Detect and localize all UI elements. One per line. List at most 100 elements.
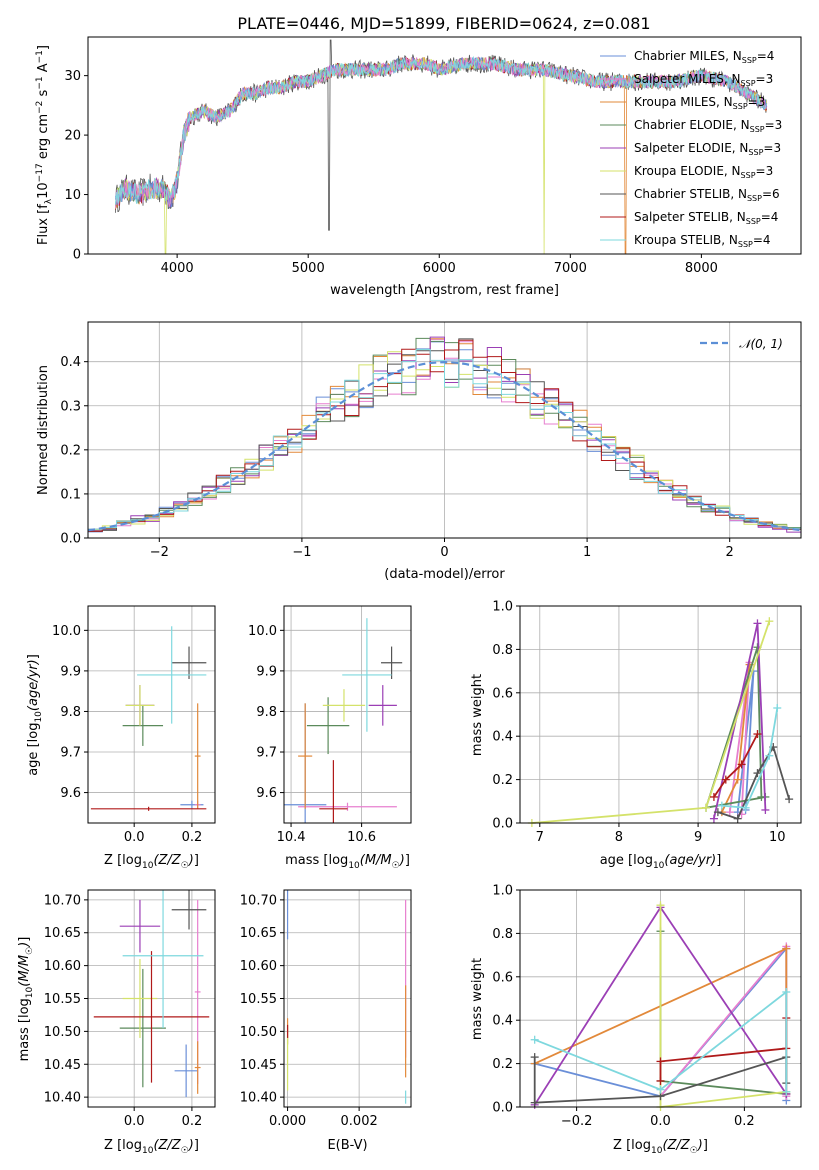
label-part: ) [17, 942, 32, 948]
legend-name: Kroupa ELODIE, N [634, 164, 741, 178]
legend-val: =4 [753, 233, 771, 247]
x-tick-label: 8000 [685, 261, 718, 276]
plot-frame-mass_vs_ebv [283, 889, 412, 1108]
legend-label: Chabrier MILES, NSSP=4 [634, 49, 774, 65]
y-tick-label: 10.40 [44, 1091, 81, 1106]
weight-line [659, 931, 787, 1095]
label-sub: 10 [142, 1146, 154, 1156]
y-tick-label: 1.0 [492, 884, 513, 899]
x-tick-label: 10.6 [347, 830, 376, 845]
axes-mass_vs_Z: 0.0 0.2 10.40 10.45 10.50 10.55 10.60 10.65 10.7… [17, 889, 216, 1156]
legend-sub: SSP [750, 125, 765, 134]
y-tick-label: 10.60 [240, 959, 277, 974]
label-part: ) [697, 1138, 703, 1153]
weight-line [659, 943, 788, 1097]
label-part: Z [log [104, 853, 142, 868]
legend-val: =3 [763, 141, 781, 155]
legend-label: Kroupa STELIB, NSSP=4 [634, 233, 771, 249]
x-tick-label: 8 [615, 830, 623, 845]
y-tick-label: 10.0 [52, 624, 81, 639]
legend-label: Kroupa MILES, NSSP=3 [634, 95, 765, 111]
label-sub: 10 [142, 861, 154, 871]
y-tick-label: 10.40 [240, 1091, 277, 1106]
y-tick-label: 9.6 [60, 786, 81, 801]
y-tick-label: 9.7 [256, 746, 277, 761]
y-tick-label: 0.0 [492, 817, 513, 832]
y-tick-label: 10.0 [248, 624, 277, 639]
y-tick-label: 9.8 [256, 705, 277, 720]
label-sub: 10 [348, 861, 360, 871]
legend-name: Salpeter ELODIE, N [634, 141, 748, 155]
x-tick-label: 0 [440, 545, 448, 560]
label-part: (M/M [360, 853, 392, 868]
label-part: ) [188, 1138, 194, 1153]
plot-frame-weight_vs_age [519, 605, 802, 824]
label-part: ] [716, 853, 721, 868]
label-part: ) [399, 853, 405, 868]
legend-name: Chabrier STELIB, N [634, 187, 747, 201]
y-tick-label: 0.6 [492, 686, 513, 701]
y-tick-label: 0.2 [492, 773, 513, 788]
label-part: ] [36, 45, 51, 50]
legend-sub: SSP [741, 171, 756, 180]
y-tick-label: 0.0 [60, 532, 81, 547]
weight-line [721, 707, 779, 809]
x-tick-label: −2 [150, 545, 169, 560]
legend-sub: SSP [746, 217, 761, 226]
weight-line [659, 1018, 788, 1081]
label-sub: 10 [25, 986, 35, 998]
x-tick-label: 0.2 [734, 1114, 755, 1129]
spectrum-line [115, 55, 768, 205]
label-part: ] [703, 1138, 708, 1153]
legend-label: Salpeter ELODIE, NSSP=3 [634, 141, 781, 157]
y-tick-label: 10.50 [240, 1025, 277, 1040]
x-axis-label: Z [log10(Z/Z☉)] [104, 1138, 199, 1156]
x-tick-label: 4000 [161, 261, 194, 276]
x-tick-label: 7 [536, 830, 544, 845]
y-tick-label: 0.4 [492, 730, 513, 745]
x-axis-label: (data-model)/error [384, 567, 505, 582]
plot-frame-mass_vs_Z [87, 889, 216, 1108]
legend-val: =3 [748, 95, 766, 109]
label-part: ] [194, 853, 199, 868]
label-part: mass [log [17, 998, 32, 1061]
points-mass_vs_Z [93, 890, 210, 1098]
weight-line [704, 646, 766, 809]
label-part: (Z/Z [662, 1138, 690, 1153]
plot-frame-residuals [87, 321, 802, 539]
label-sub: 10 [651, 1146, 663, 1156]
y-axis-label: mass [log10(M/M☉)] [17, 937, 35, 1062]
legend-label: 𝒩(0, 1) [739, 337, 783, 351]
label-part: ) [26, 659, 41, 665]
y-axis-label: mass weight [470, 674, 485, 756]
figure-title: PLATE=0446, MJD=51899, FIBERID=0624, z=0… [237, 14, 650, 33]
x-tick-label: 0.0 [124, 830, 145, 845]
label-part: (age/yr [26, 663, 41, 711]
y-tick-label: 0 [73, 248, 81, 263]
x-axis-label: wavelength [Angstrom, rest frame] [330, 283, 559, 298]
spectrum-line [115, 57, 767, 255]
x-tick-label: 0.000 [269, 1114, 306, 1129]
label-part: A [36, 63, 51, 76]
x-tick-label: 0.0 [124, 1114, 145, 1129]
points-age_vs_mass [284, 618, 403, 823]
label-sub: ☉ [690, 1146, 698, 1156]
axes-age_vs_Z: 0.0 0.29.69.79.89.910.0Z [log10(Z/Z☉)]age… [26, 605, 216, 871]
legend-val: =4 [761, 210, 779, 224]
x-tick-label: 10.4 [277, 830, 306, 845]
axes-residuals: −2 −1 0 1 2 0.0 0.1 0.2 0.3 0.4 𝒩(0, 1) (data-model… [36, 321, 802, 582]
legend-val: =3 [756, 164, 774, 178]
x-axis-label: mass [log10(M/M☉)] [285, 853, 410, 871]
label-part: Z [log [104, 1138, 142, 1153]
x-tick-label: 0.2 [182, 1114, 203, 1129]
weight-line [534, 990, 788, 1092]
x-tick-label: −1 [292, 545, 311, 560]
label-sub: 10 [34, 711, 44, 723]
y-tick-label: 0.2 [492, 1057, 513, 1072]
label-part: (age/yr [664, 853, 712, 868]
y-tick-label: 10 [64, 188, 81, 203]
weight-line [717, 744, 790, 820]
label-sub: ☉ [181, 861, 189, 871]
legend-name: Salpeter MILES, N [634, 72, 741, 86]
